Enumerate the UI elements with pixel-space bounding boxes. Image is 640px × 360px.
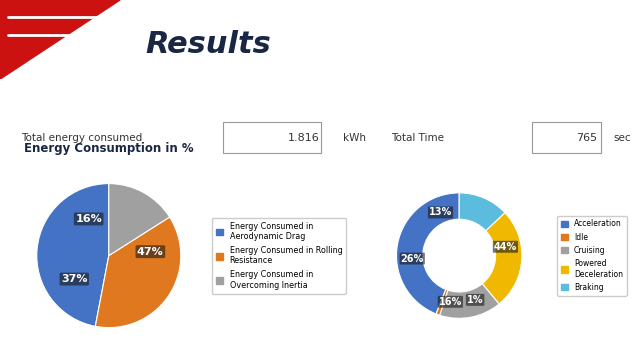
Wedge shape: [95, 217, 180, 328]
Legend: Energy Consumed in
Aerodynamic Drag, Energy Consumed in Rolling
Resistance, Ener: Energy Consumed in Aerodynamic Drag, Ene…: [212, 218, 346, 293]
Wedge shape: [460, 193, 505, 231]
Wedge shape: [397, 193, 460, 314]
Wedge shape: [483, 213, 522, 304]
Text: Time Split: Time Split: [407, 94, 470, 104]
FancyBboxPatch shape: [532, 122, 601, 153]
Text: 44%: 44%: [494, 242, 517, 252]
Text: 16%: 16%: [439, 297, 462, 307]
Legend: Acceleration, Idle, Cruising, Powered
Deceleration, Braking: Acceleration, Idle, Cruising, Powered De…: [557, 216, 627, 296]
FancyBboxPatch shape: [223, 122, 321, 153]
Text: 13%: 13%: [429, 207, 452, 217]
Text: Total energy consumed: Total energy consumed: [21, 133, 142, 143]
Title: Energy Consumption in %: Energy Consumption in %: [24, 143, 194, 156]
Wedge shape: [440, 284, 499, 318]
Wedge shape: [37, 184, 109, 326]
Text: Total Time: Total Time: [391, 133, 444, 143]
Text: 26%: 26%: [401, 253, 424, 264]
Text: sec: sec: [613, 133, 631, 143]
Text: kWh: kWh: [342, 133, 365, 143]
Text: 16%: 16%: [76, 214, 102, 224]
Text: 47%: 47%: [137, 247, 164, 257]
Polygon shape: [0, 0, 120, 79]
Text: 1.816: 1.816: [287, 133, 319, 143]
Text: 1%: 1%: [467, 295, 483, 305]
Text: 765: 765: [576, 133, 597, 143]
Wedge shape: [109, 184, 170, 256]
Text: Energy Analysis: Energy Analysis: [27, 94, 127, 104]
Text: Results: Results: [145, 30, 271, 59]
Wedge shape: [436, 289, 448, 315]
Text: 37%: 37%: [61, 274, 88, 284]
